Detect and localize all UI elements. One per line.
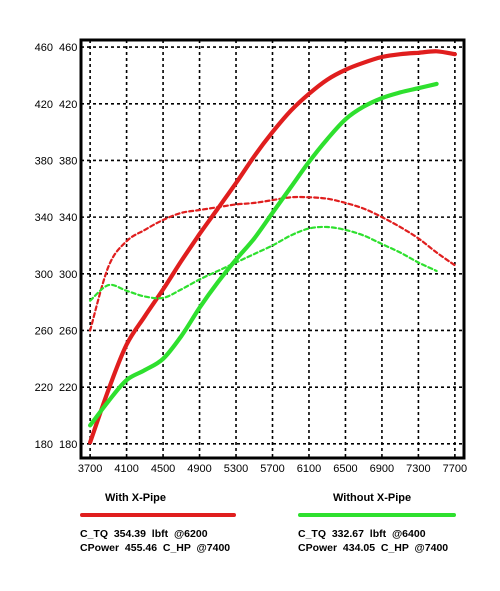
series-line-without-x-pipe-power xyxy=(88,81,439,428)
x-tick-label: 4900 xyxy=(187,463,211,475)
x-tick-label: 5700 xyxy=(260,463,284,475)
y-tick-label: 300 xyxy=(35,269,53,281)
y-tick-label: 220 xyxy=(35,382,53,394)
x-tick-label: 6900 xyxy=(370,463,394,475)
x-tick-label: 3700 xyxy=(78,463,102,475)
y-tick-label: 340 xyxy=(35,212,53,224)
y-tick-label-inner: 180 xyxy=(59,439,77,451)
x-tick-label: 7300 xyxy=(406,463,430,475)
legend-without-power: CPower 434.05 C_HP @7400 xyxy=(298,542,449,554)
x-tick-label: 6100 xyxy=(297,463,321,475)
x-axis: 3700 4100 4500 4900 5300 5700 6100 6500 6900 7300… xyxy=(78,463,467,475)
legend-with-power: CPower 455.46 C_HP @7400 xyxy=(80,542,231,554)
series-layer xyxy=(88,49,457,445)
x-tick-label: 7700 xyxy=(443,463,467,475)
legend-swatch-without-xpipe xyxy=(298,513,456,517)
y-tick-label: 260 xyxy=(35,325,53,337)
y-tick-label: 180 xyxy=(35,439,53,451)
legend-without-torque: C_TQ 332.67 lbft @6400 xyxy=(298,528,426,540)
y-tick-label-inner: 220 xyxy=(59,382,77,394)
series-line-with-x-pipe-power xyxy=(88,49,457,445)
y-axis-inner: 460 420 380 340 300 260 220 180 xyxy=(59,42,77,451)
series-line-with-x-pipe-torque xyxy=(89,195,456,332)
x-tick-label: 4500 xyxy=(151,463,175,475)
dyno-chart: 460 420 380 340 300 260 220 180 460 420 380 340 300… xyxy=(35,38,467,475)
y-tick-label: 380 xyxy=(35,155,53,167)
y-tick-label-inner: 340 xyxy=(59,212,77,224)
legend-swatch-with-xpipe xyxy=(80,513,236,517)
x-tick-label: 5300 xyxy=(224,463,248,475)
y-tick-label: 420 xyxy=(35,99,53,111)
x-tick-label: 4100 xyxy=(114,463,138,475)
legend-title-without-xpipe: Without X-Pipe xyxy=(333,492,412,504)
legend-with-torque: C_TQ 354.39 lbft @6200 xyxy=(80,528,208,540)
y-tick-label-inner: 260 xyxy=(59,325,77,337)
grid xyxy=(81,40,464,458)
legend-title-with-xpipe: With X-Pipe xyxy=(105,492,167,504)
y-tick-label-inner: 420 xyxy=(59,99,77,111)
y-axis-left: 460 420 380 340 300 260 220 180 xyxy=(35,42,53,451)
plot-frame xyxy=(79,38,466,460)
x-tick-label: 6500 xyxy=(333,463,357,475)
y-tick-label-inner: 380 xyxy=(59,155,77,167)
y-tick-label: 460 xyxy=(35,42,53,54)
y-tick-label-inner: 300 xyxy=(59,269,77,281)
series-line-without-x-pipe-torque xyxy=(89,225,438,302)
y-tick-label-inner: 460 xyxy=(59,42,77,54)
